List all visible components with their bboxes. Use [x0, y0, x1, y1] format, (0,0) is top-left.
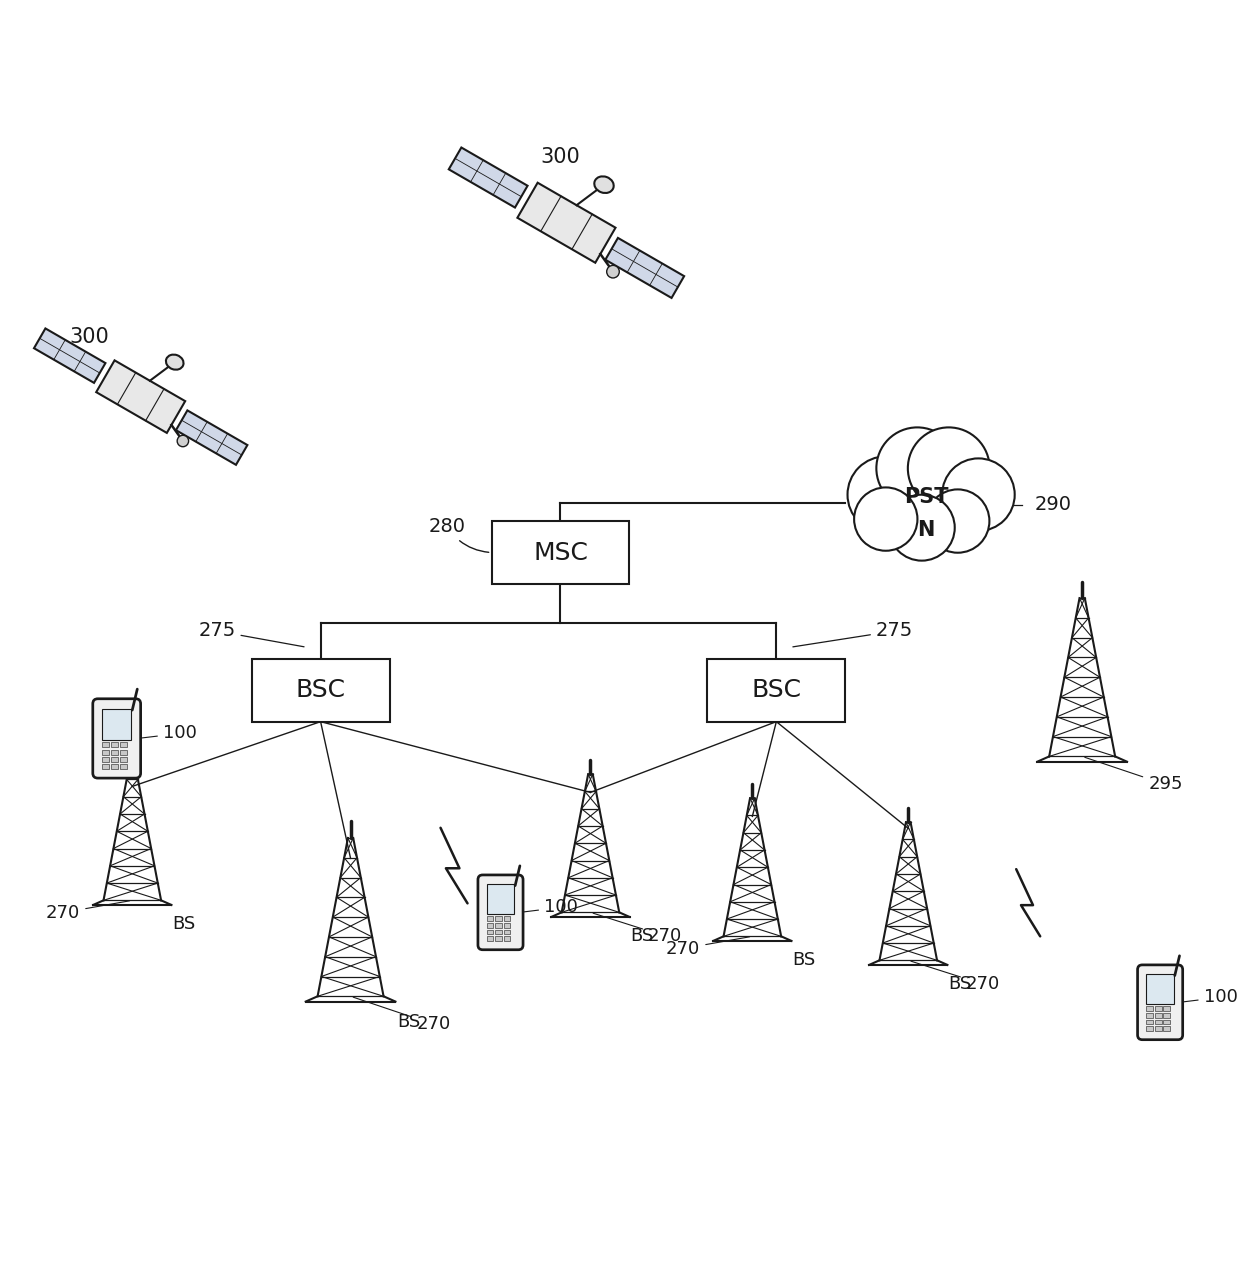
Polygon shape	[449, 148, 527, 208]
Polygon shape	[605, 238, 684, 298]
Bar	[112, 743, 118, 748]
Text: 100: 100	[1183, 989, 1238, 1006]
Polygon shape	[176, 410, 248, 465]
Text: 270: 270	[666, 937, 750, 957]
Ellipse shape	[594, 177, 614, 193]
Bar	[102, 709, 131, 740]
Bar	[1163, 1026, 1171, 1031]
Bar	[486, 915, 494, 921]
Circle shape	[177, 435, 188, 446]
Circle shape	[926, 489, 990, 552]
Bar	[1163, 1019, 1171, 1024]
Bar	[491, 521, 630, 584]
Bar	[1146, 1006, 1153, 1011]
Ellipse shape	[166, 354, 184, 369]
Text: 100: 100	[523, 898, 578, 917]
Bar	[120, 757, 128, 762]
Bar	[1154, 1019, 1162, 1024]
Bar	[1146, 1019, 1153, 1024]
Bar	[252, 660, 389, 721]
Circle shape	[606, 265, 619, 277]
Bar	[486, 884, 515, 914]
Text: BS: BS	[949, 975, 972, 992]
Text: 270: 270	[593, 913, 682, 946]
Bar	[1146, 1013, 1153, 1018]
Text: 300: 300	[541, 146, 580, 166]
Bar	[486, 923, 494, 928]
Bar	[503, 915, 511, 921]
Bar	[486, 929, 494, 934]
Bar	[495, 915, 502, 921]
Text: BS: BS	[172, 914, 196, 933]
Bar	[495, 923, 502, 928]
Text: 100: 100	[140, 724, 197, 743]
Bar	[120, 749, 128, 754]
Bar	[1146, 975, 1174, 1004]
Polygon shape	[97, 361, 185, 433]
Bar	[120, 764, 128, 769]
Circle shape	[889, 494, 955, 561]
Text: BS: BS	[397, 1013, 420, 1030]
Polygon shape	[33, 328, 105, 383]
FancyBboxPatch shape	[93, 699, 140, 778]
Bar	[503, 936, 511, 941]
Bar	[1146, 1026, 1153, 1031]
Text: BSC: BSC	[295, 678, 346, 702]
Bar	[1163, 1006, 1171, 1011]
Bar	[486, 936, 494, 941]
Text: BS: BS	[631, 927, 653, 944]
Text: PST: PST	[904, 487, 949, 507]
Bar	[112, 757, 118, 762]
Bar	[495, 936, 502, 941]
Bar	[102, 749, 109, 754]
Bar	[1154, 1006, 1162, 1011]
Circle shape	[877, 427, 959, 509]
Text: 270: 270	[46, 900, 129, 922]
FancyBboxPatch shape	[477, 875, 523, 950]
Text: 290: 290	[1034, 496, 1071, 514]
FancyBboxPatch shape	[1137, 965, 1183, 1039]
Bar	[102, 743, 109, 748]
Circle shape	[847, 456, 924, 533]
Text: 275: 275	[792, 622, 913, 647]
Circle shape	[854, 488, 918, 551]
Bar	[1163, 1013, 1171, 1018]
Bar	[503, 929, 511, 934]
Bar	[1154, 1013, 1162, 1018]
Text: BS: BS	[792, 951, 816, 968]
Bar	[112, 749, 118, 754]
Text: N: N	[918, 520, 935, 540]
Bar	[503, 923, 511, 928]
Bar	[495, 929, 502, 934]
Text: 270: 270	[911, 961, 1001, 994]
Bar	[112, 764, 118, 769]
Text: BSC: BSC	[751, 678, 801, 702]
Bar	[1154, 1026, 1162, 1031]
Circle shape	[908, 427, 990, 509]
Bar	[102, 757, 109, 762]
Bar	[707, 660, 846, 721]
Text: 295: 295	[1085, 758, 1183, 793]
Text: 280: 280	[429, 517, 489, 552]
Text: 300: 300	[69, 327, 109, 347]
Circle shape	[942, 459, 1014, 531]
Text: 270: 270	[353, 997, 451, 1033]
Bar	[102, 764, 109, 769]
Text: 275: 275	[198, 622, 304, 647]
Bar	[120, 743, 128, 748]
Text: MSC: MSC	[533, 541, 588, 565]
Polygon shape	[517, 183, 615, 262]
